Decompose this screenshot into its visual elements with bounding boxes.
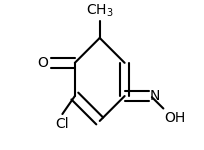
Text: Cl: Cl [55,117,69,131]
Text: O: O [38,56,48,70]
Text: OH: OH [163,111,184,124]
Text: N: N [149,89,159,103]
Text: CH$_3$: CH$_3$ [85,3,113,19]
